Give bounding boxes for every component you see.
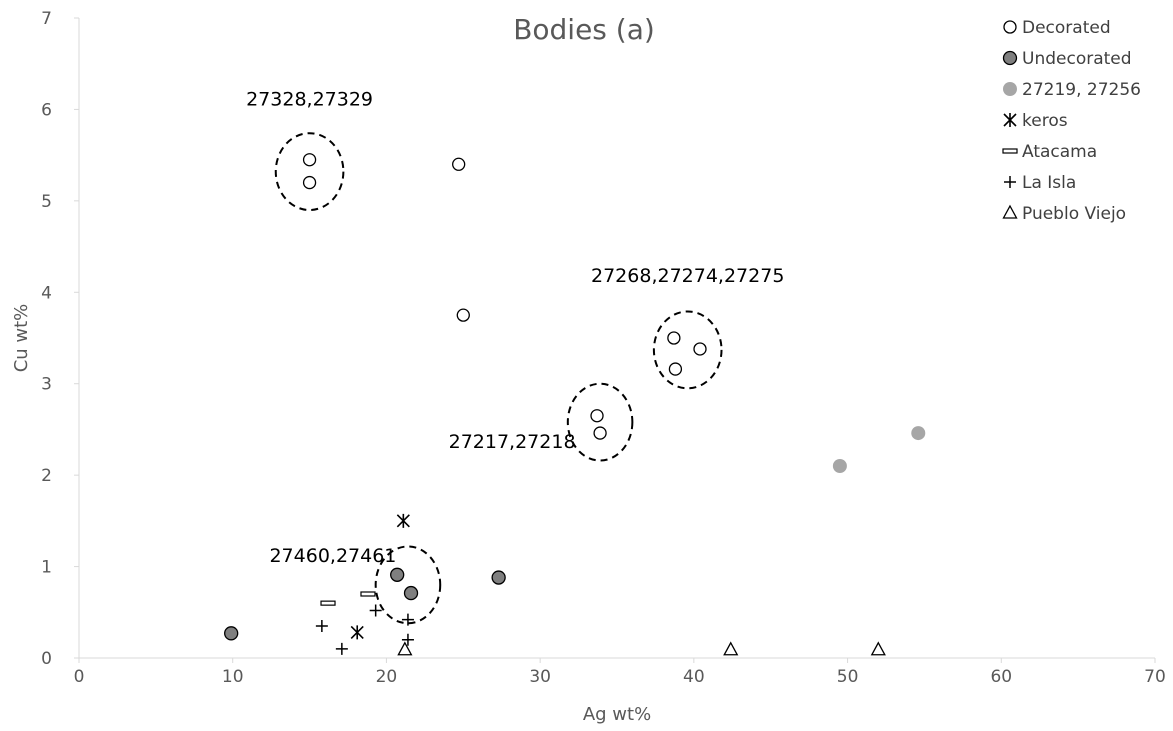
- y-tick-label: 3: [41, 375, 52, 395]
- legend-entry: keros: [1003, 111, 1068, 131]
- y-tick-label: 0: [41, 649, 52, 669]
- data-point: [320, 600, 336, 606]
- data-point: [668, 362, 683, 376]
- legend-marker: [1003, 20, 1017, 34]
- data-point: [335, 642, 348, 655]
- x-tick-label: 60: [990, 667, 1012, 687]
- legend-entry: 27219, 27256: [1003, 80, 1141, 100]
- y-tick-label: 6: [41, 100, 52, 120]
- y-tick-label: 2: [41, 466, 52, 486]
- series-keros: [350, 513, 410, 640]
- legend-label: keros: [1022, 111, 1068, 131]
- data-point: [593, 426, 607, 440]
- series-atacama: [320, 591, 376, 606]
- data-point: [302, 153, 317, 167]
- data-point: [397, 641, 413, 656]
- x-axis-label: Ag wt%: [583, 704, 651, 725]
- data-point: [224, 626, 239, 641]
- legend-label: Undecorated: [1022, 49, 1132, 69]
- legend-marker: [1003, 82, 1017, 96]
- data-point: [911, 426, 926, 441]
- data-point: [452, 157, 466, 171]
- annotation-label: 27268,27274,27275: [591, 265, 784, 287]
- x-tick-label: 20: [376, 667, 398, 687]
- annotation-label: 27460,27461: [269, 545, 396, 567]
- data-point: [723, 641, 739, 656]
- y-tick-label: 4: [41, 283, 52, 303]
- legend-label: Pueblo Viejo: [1022, 204, 1126, 224]
- data-point: [491, 570, 506, 585]
- annotation-ellipse: [566, 382, 634, 462]
- legend-marker: [1004, 176, 1016, 188]
- y-axis-label: Cu wt%: [11, 304, 32, 373]
- legend-entry: La Isla: [1004, 173, 1076, 193]
- legend-label: La Isla: [1022, 173, 1076, 193]
- x-tick-label: 50: [837, 667, 859, 687]
- annotation-label: 27217,27218: [449, 431, 576, 453]
- chart-title: Bodies (a): [513, 13, 655, 46]
- data-point: [369, 604, 382, 617]
- series-la-isla: [315, 604, 414, 655]
- data-point: [350, 625, 364, 640]
- x-tick-label: 30: [529, 667, 551, 687]
- legend-marker: [1002, 204, 1018, 219]
- y-tick-label: 1: [41, 558, 52, 578]
- data-point: [390, 567, 405, 582]
- annotation-ellipse: [274, 132, 345, 212]
- data-point: [401, 633, 414, 646]
- legend-entry: Decorated: [1003, 18, 1111, 38]
- data-point: [360, 591, 376, 597]
- x-tick-label: 40: [683, 667, 705, 687]
- y-tick-label: 7: [41, 9, 52, 29]
- legend-label: Atacama: [1022, 142, 1097, 162]
- axes: 0 10 20 30 40 50 60 70 0 1 2 3 4 5 6 7: [41, 9, 1166, 687]
- legend-marker: [1003, 113, 1017, 127]
- data-point: [315, 620, 328, 632]
- legend: Decorated Undecorated 27219, 27256 keros Ata…: [1002, 18, 1141, 224]
- data-point: [693, 342, 707, 356]
- series-undecorated: [224, 567, 506, 641]
- data-point: [401, 613, 414, 626]
- legend-marker: [1002, 50, 1018, 66]
- x-tick-label: 10: [222, 667, 244, 687]
- data-point: [590, 409, 604, 423]
- data-point: [870, 641, 886, 656]
- data-point: [396, 513, 410, 528]
- annotation-ellipse: [374, 545, 442, 625]
- legend-label: 27219, 27256: [1022, 80, 1141, 100]
- legend-marker: [1002, 148, 1018, 154]
- data-points: [224, 153, 926, 656]
- legend-entry: Atacama: [1002, 142, 1097, 162]
- data-point: [667, 331, 681, 345]
- series-27219-27256: [832, 426, 926, 473]
- series-pueblo-viejo: [397, 641, 886, 656]
- x-tick-label: 0: [74, 667, 85, 687]
- series-decorated: [302, 153, 707, 440]
- data-point: [832, 459, 847, 473]
- data-point: [403, 585, 419, 601]
- annotation-label: 27328,27329: [246, 89, 373, 111]
- legend-entry: Pueblo Viejo: [1002, 204, 1126, 224]
- legend-label: Decorated: [1022, 18, 1111, 38]
- y-tick-label: 5: [41, 192, 52, 212]
- legend-entry: Undecorated: [1002, 49, 1132, 69]
- annotations: 27328,27329 27268,27274,27275 27217,27218 2…: [246, 89, 784, 625]
- data-point: [456, 308, 470, 322]
- data-point: [302, 175, 317, 190]
- x-tick-label: 70: [1144, 667, 1166, 687]
- annotation-ellipse: [652, 310, 723, 390]
